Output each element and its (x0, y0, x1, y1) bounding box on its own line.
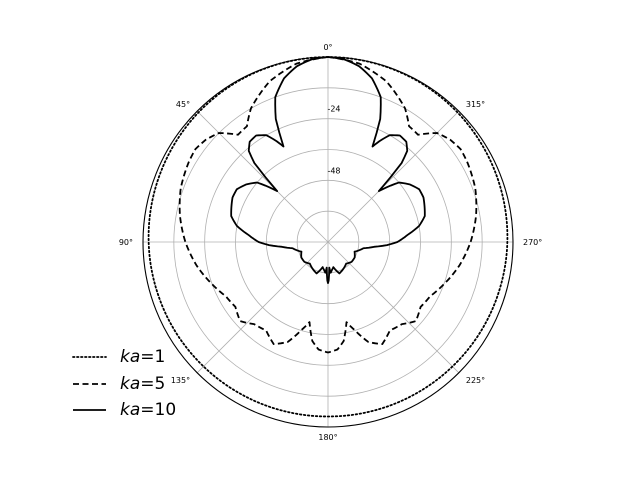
polar-frame-circle (142, 56, 514, 428)
legend-label: ka=10 (120, 400, 177, 421)
angular-gridline (327, 110, 460, 243)
legend-swatch (72, 356, 107, 359)
legend-swatch (73, 409, 106, 412)
angular-tick-label: 225° (466, 376, 485, 385)
angular-tick-label: 315° (466, 100, 485, 109)
legend-item: ka=5 (70, 371, 176, 398)
radial-tick-label: -48 (327, 166, 340, 175)
angular-tick-label: 45° (176, 100, 190, 109)
series-layer (147, 56, 509, 418)
angular-tick-label: 180° (318, 433, 337, 442)
series-line-ka=10 (230, 56, 426, 285)
polar-frame (142, 56, 514, 428)
legend-item: ka=1 (70, 344, 176, 371)
polar-grid (143, 57, 513, 427)
angular-tick-label: 270° (523, 238, 542, 247)
legend-swatch (73, 382, 106, 385)
angular-tick-label: 135° (171, 376, 190, 385)
angular-gridline (327, 241, 460, 374)
legend-item: ka=10 (70, 397, 176, 424)
angular-gridline (196, 110, 329, 243)
legend-label: ka=5 (120, 373, 166, 394)
legend-label: ka=1 (120, 347, 166, 368)
angular-tick-label: 90° (119, 238, 133, 247)
angular-tick-label: 0° (323, 43, 332, 52)
legend: ka=1 ka=5 ka=10 (70, 344, 176, 424)
radial-tick-label: -24 (327, 105, 340, 114)
series-line-ka=5 (178, 56, 478, 354)
series-line-ka=1 (147, 56, 509, 418)
angular-gridline (196, 241, 329, 374)
tick-labels: 0° 45° 90° 135° 180° 225° 270° 315° -24 -48 (119, 43, 542, 442)
